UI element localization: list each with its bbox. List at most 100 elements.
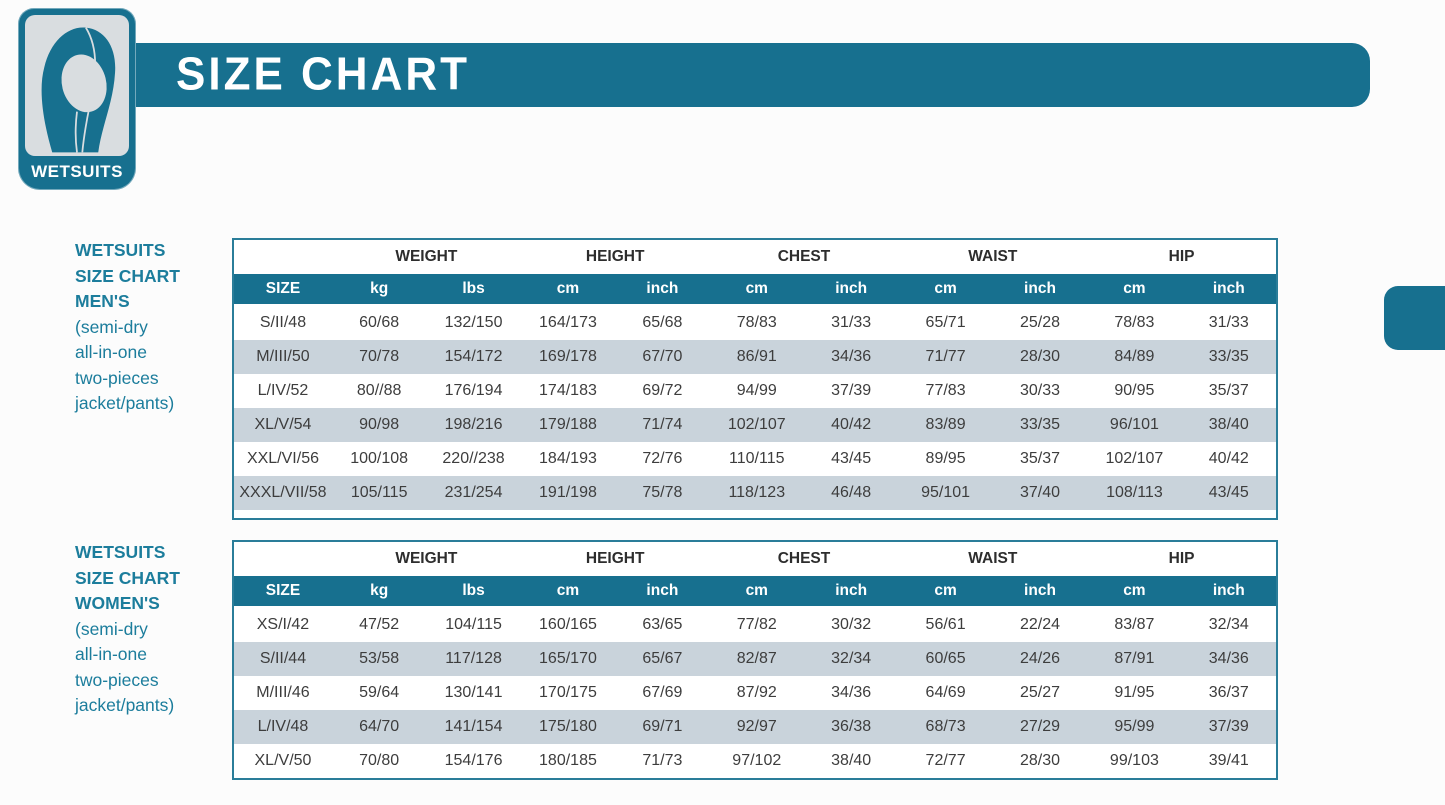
- table-cell: 80//88: [356, 382, 402, 399]
- table-cell: 67/69: [642, 684, 683, 701]
- table-cell: 102/107: [727, 416, 786, 433]
- table-cell: 160/165: [539, 616, 597, 633]
- table-cell: 60/65: [925, 650, 966, 667]
- caption-title-line: SIZE CHART: [75, 265, 180, 286]
- table-cell: 174/183: [539, 382, 597, 399]
- table-cell: M/III/50: [256, 348, 310, 365]
- badge-label: WETSUITS: [31, 162, 123, 181]
- column-header-cell: cm: [934, 582, 957, 599]
- table-cell: 31/33: [831, 314, 872, 331]
- caption-title-line: MEN'S: [75, 291, 130, 311]
- mens-size-table: WEIGHT HEIGHT CHEST WAIST HIP SIZE kg lbs cm inch…: [232, 238, 1278, 520]
- table-cell: 24/26: [1019, 650, 1060, 667]
- table-cell: 35/37: [1019, 450, 1060, 467]
- column-header-cell: lbs: [462, 582, 485, 599]
- group-header-cell: CHEST: [777, 248, 831, 265]
- table-cell: 39/41: [1208, 752, 1249, 769]
- table-cell: 63/65: [642, 616, 683, 633]
- caption-note-line: (semi-dry: [75, 316, 148, 337]
- table-cell: 72/77: [925, 752, 966, 769]
- table-cell: 130/141: [444, 684, 503, 701]
- table-cell: 37/39: [831, 382, 872, 399]
- table-cell: 34/36: [1208, 650, 1249, 667]
- table-row: XXXL/VII/58 105/115 231/254 191/198 75/78 118…: [234, 476, 1276, 510]
- table-cell: 90/98: [359, 416, 400, 433]
- table-cell: 65/71: [925, 314, 966, 331]
- mens-table-caption: WETSUITS SIZE CHART MEN'S (semi-dry all-in-o…: [75, 238, 230, 417]
- column-header-cell: kg: [370, 280, 389, 297]
- table-cell: 22/24: [1019, 616, 1060, 633]
- table-cell: 65/68: [642, 314, 683, 331]
- wetsuit-hood-icon: [41, 27, 116, 153]
- table-cell: 67/70: [642, 348, 683, 365]
- table-cell: 47/52: [359, 616, 400, 633]
- table-row: XL/V/50 70/80 154/176 180/185 71/73 97/102 38/…: [234, 744, 1276, 778]
- table-cell: 38/40: [831, 752, 872, 769]
- column-header-cell: cm: [745, 582, 768, 599]
- table-cell: 132/150: [444, 314, 503, 331]
- column-header-cell: cm: [745, 280, 768, 297]
- column-header-cell: cm: [1123, 280, 1146, 297]
- table-cell: 92/97: [736, 718, 777, 735]
- table-cell: L/IV/52: [257, 382, 309, 399]
- group-header-cell: HIP: [1168, 550, 1195, 567]
- table-cell: 110/115: [729, 450, 785, 467]
- group-header-row: WEIGHT HEIGHT CHEST WAIST HIP: [234, 542, 1276, 576]
- table-cell: M/III/46: [256, 684, 310, 701]
- table-cell: 25/28: [1019, 314, 1060, 331]
- table-cell: 141/154: [444, 718, 503, 735]
- table-cell: S/II/48: [259, 314, 307, 331]
- table-cell: 71/77: [925, 348, 966, 365]
- table-cell: 36/38: [831, 718, 872, 735]
- table-cell: 71/73: [642, 752, 683, 769]
- table-cell: 100/108: [350, 450, 409, 467]
- table-cell: 95/101: [921, 484, 971, 501]
- caption-note-line: jacket/pants): [75, 695, 175, 715]
- table-cell: 69/72: [642, 382, 683, 399]
- group-header-cell: CHEST: [777, 550, 831, 567]
- caption-note-line: all-in-one: [75, 644, 147, 664]
- group-header-cell: WEIGHT: [395, 550, 458, 567]
- table-cell: 71/74: [642, 416, 683, 433]
- table-cell: 72/76: [642, 450, 683, 467]
- table-cell: 180/185: [539, 752, 597, 769]
- table-cell: 87/92: [736, 684, 777, 701]
- table-cell: XS/I/42: [256, 616, 310, 633]
- table-cell: 64/70: [359, 718, 400, 735]
- caption-note-line: two-pieces: [75, 367, 159, 388]
- table-cell: XXXL/VII/58: [239, 484, 327, 501]
- group-header-cell: WEIGHT: [395, 248, 458, 265]
- table-cell: 27/29: [1019, 718, 1060, 735]
- table-cell: 35/37: [1208, 382, 1249, 399]
- table-cell: 60/68: [359, 314, 400, 331]
- table-cell: 108/113: [1106, 484, 1163, 501]
- table-cell: 83/89: [925, 416, 966, 433]
- table-cell: 32/34: [831, 650, 872, 667]
- table-cell: 97/102: [732, 752, 782, 769]
- column-header-cell: inch: [1212, 280, 1245, 297]
- table-cell: 170/175: [539, 684, 597, 701]
- table-row: L/IV/48 64/70 141/154 175/180 69/71 92/97 36/3…: [234, 710, 1276, 744]
- caption-title-line: SIZE CHART: [75, 567, 180, 588]
- page-title: SIZE CHART: [176, 48, 470, 101]
- table-cell: 165/170: [539, 650, 597, 667]
- group-header-cell: WAIST: [968, 550, 1018, 567]
- table-cell: 56/61: [925, 616, 966, 633]
- table-row: XXL/VI/56 100/108 220//238 184/193 72/76 110/…: [234, 442, 1276, 476]
- caption-title-line: WETSUITS: [75, 240, 166, 260]
- column-header-cell: inch: [1024, 280, 1056, 297]
- table-row: L/IV/52 80//88 176/194 174/183 69/72 94/99 37/…: [234, 374, 1276, 408]
- table-cell: 179/188: [539, 416, 597, 433]
- column-header-cell: SIZE: [265, 582, 301, 599]
- table-cell: 40/42: [1208, 450, 1249, 467]
- column-header-cell: SIZE: [265, 280, 301, 297]
- table-cell: S/II/44: [259, 650, 307, 667]
- table-cell: L/IV/48: [257, 718, 309, 735]
- column-header-cell: inch: [1212, 582, 1245, 599]
- group-header-cell: HEIGHT: [585, 248, 645, 265]
- table-cell: 154/176: [444, 752, 503, 769]
- table-cell: 37/40: [1019, 484, 1060, 501]
- column-header-cell: cm: [934, 280, 957, 297]
- table-cell: 30/33: [1019, 382, 1060, 399]
- table-cell: 70/78: [359, 348, 400, 365]
